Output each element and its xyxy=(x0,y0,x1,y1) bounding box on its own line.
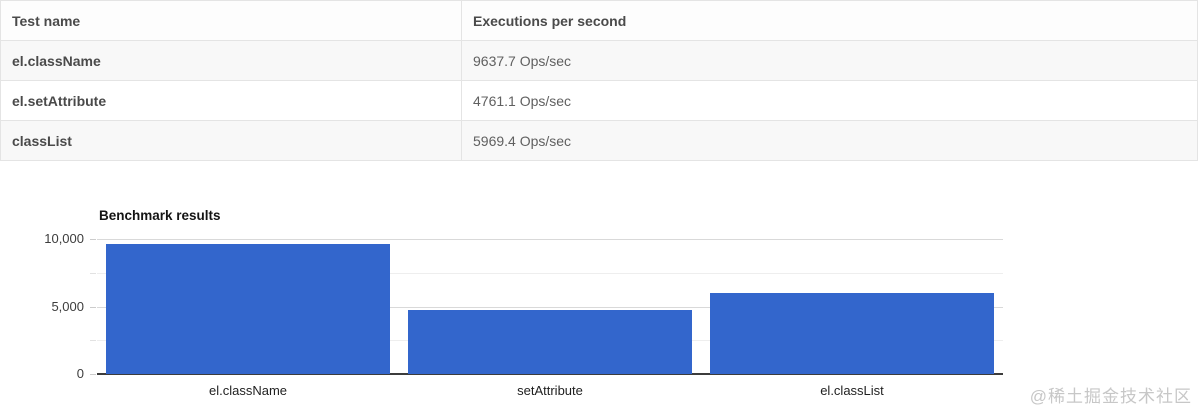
y-axis-label: 5,000 xyxy=(51,298,84,314)
bar-el-classname[interactable] xyxy=(106,243,390,374)
major-tick xyxy=(90,239,96,240)
watermark: @稀土掘金技术社区 xyxy=(1029,387,1192,406)
column-header-test-name: Test name xyxy=(0,0,462,41)
ops-per-sec-cell: 4761.1 Ops/sec xyxy=(461,80,1198,121)
minor-tick xyxy=(90,272,96,274)
major-tick xyxy=(90,306,96,308)
table-row: el.className 9637.7 Ops/sec xyxy=(0,40,1198,81)
major-tick xyxy=(90,374,96,375)
x-axis-baseline xyxy=(97,373,1003,375)
bar-el-classlist[interactable] xyxy=(710,293,994,374)
benchmark-chart: Benchmark results 0 5,000 10,000 el.classNa… xyxy=(0,195,1198,410)
minor-gridline xyxy=(97,272,1003,274)
x-axis-label-el-classname: el.className xyxy=(208,383,288,398)
major-gridline xyxy=(97,306,1003,308)
x-axis-label-setattribute: setAttribute xyxy=(517,383,583,398)
chart-title: Benchmark results xyxy=(99,208,221,223)
ops-per-sec-cell: 5969.4 Ops/sec xyxy=(461,120,1198,161)
y-axis-label: 10,000 xyxy=(44,231,84,246)
column-header-executions-per-second: Executions per second xyxy=(461,0,1198,41)
benchmark-table: Test name Executions per second el.class… xyxy=(0,0,1198,161)
table-row: classList 5969.4 Ops/sec xyxy=(0,120,1198,161)
major-gridline xyxy=(97,239,1003,240)
table-row: el.setAttribute 4761.1 Ops/sec xyxy=(0,80,1198,121)
test-name-cell: el.setAttribute xyxy=(0,80,462,121)
y-axis-label: 0 xyxy=(76,366,84,381)
ops-per-sec-cell: 9637.7 Ops/sec xyxy=(461,40,1198,81)
minor-tick xyxy=(90,340,96,342)
test-name-cell: classList xyxy=(0,120,462,161)
test-name-cell: el.className xyxy=(0,40,462,81)
table-header-row: Test name Executions per second xyxy=(0,0,1198,41)
bar-setattribute[interactable] xyxy=(408,309,692,374)
x-axis-label-el-classlist: el.classList xyxy=(820,383,884,398)
plot-area xyxy=(97,239,1003,375)
